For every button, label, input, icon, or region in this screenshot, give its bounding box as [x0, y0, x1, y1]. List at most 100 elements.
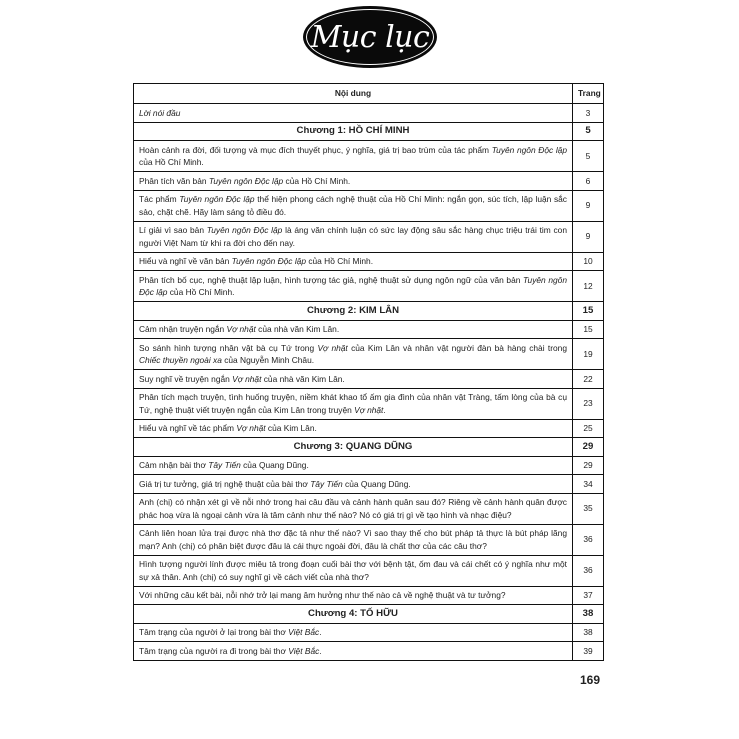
entry-title: Cảm nhận bài thơ Tây Tiến của Quang Dũng… — [133, 455, 573, 475]
entry-title: Hiểu và nghĩ về tác phẩm Vợ nhặt của Kim… — [133, 418, 573, 438]
page-ref: 15 — [572, 301, 604, 321]
toc-body: Lời nói đầu 3 Chương 1: HỒ CHÍ MINH 5 Hoàn c… — [133, 103, 604, 661]
entry-text: . — [319, 627, 322, 637]
entry-title: Lí giải vì sao bản Tuyên ngôn Độc lập là… — [133, 220, 573, 253]
entry-title: So sánh hình tượng nhân vật bà cụ Tứ tro… — [133, 338, 573, 370]
work-title: Vợ nhặt — [317, 342, 348, 353]
entry-title: Tâm trạng của người ra đi trong bài thơ … — [133, 641, 573, 661]
entry-text: của Hồ Chí Minh. — [283, 175, 351, 186]
page-ref: 37 — [572, 585, 604, 605]
entry-text: thể hiện phong cách nghệ thuật của Hồ Ch… — [139, 194, 567, 217]
entry-text: . — [319, 645, 322, 656]
work-title: Tây Tiến — [208, 460, 241, 470]
entry-title: Hiểu và nghĩ về văn bản Tuyên ngôn Độc l… — [133, 251, 573, 271]
page-ref: 10 — [572, 251, 604, 271]
entry-title: Cảm nhận truyện ngắn Vợ nhặt của nhà văn… — [133, 319, 573, 339]
entry-text: Anh (chị) có nhận xét gì về nỗi nhớ tron… — [139, 497, 567, 520]
entry-text: Hoàn cảnh ra đời, đối tượng và mục đích … — [139, 144, 492, 155]
entry-text: Hiểu và nghĩ về tác phẩm — [139, 423, 237, 433]
work-title: Vợ nhặt — [232, 373, 262, 384]
page-ref: 29 — [572, 437, 604, 457]
page-ref: 5 — [572, 121, 604, 141]
entry-title: Lời nói đầu — [133, 103, 573, 123]
table-row: Hiểu và nghĩ về tác phẩm Vợ nhặt của Kim… — [133, 418, 604, 438]
chapter-row: Chương 1: HỒ CHÍ MINH 5 — [133, 121, 604, 141]
entry-text: Tâm trạng của người ở lại trong bài thơ — [139, 627, 289, 637]
entry-text: Suy nghĩ về truyện ngắn — [139, 373, 233, 384]
work-title: Tây Tiến — [310, 478, 343, 489]
entry-text: Tâm trạng của người ra đi trong bài thơ — [139, 645, 289, 656]
work-title: Tuyên ngôn Độc lập — [179, 194, 255, 204]
page-ref: 25 — [572, 418, 604, 438]
page-content: Nội dung Trang Lời nói đầu 3 Chương 1: HỒ … — [133, 83, 604, 687]
entry-text: Giá trị tư tưởng, giá trị nghệ thuật của… — [139, 478, 311, 489]
entry-text: của Quang Dũng. — [342, 478, 411, 489]
table-row: Suy nghĩ về truyện ngắn Vợ nhặt của nhà … — [133, 369, 604, 389]
work-title: Tuyên ngôn Độc lập — [206, 225, 283, 235]
table-row: Lời nói đầu 3 — [133, 103, 604, 123]
table-row: Giá trị tư tưởng, giá trị nghệ thuật của… — [133, 474, 604, 494]
entry-text: Với những câu kết bài, nỗi nhớ trở lại m… — [139, 590, 506, 600]
table-row: Phân tích bố cục, nghệ thuật lập luận, h… — [133, 270, 604, 302]
chapter-row: Chương 2: KIM LÂN 15 — [133, 301, 604, 321]
entry-text: Chương 2: KIM LÂN — [306, 304, 400, 316]
entry-text: Phân tích bố cục, nghệ thuật lập luận, h… — [139, 274, 524, 285]
work-title: Vợ nhặt — [236, 423, 266, 433]
entry-title: Phân tích mạch truyện, tình huống truyện… — [133, 387, 573, 420]
page-ref: 22 — [572, 369, 604, 389]
entry-text: Chương 4: TỐ HỮU — [308, 607, 398, 619]
table-row: Cảm nhận bài thơ Tây Tiến của Quang Dũng… — [133, 455, 604, 475]
entry-text: Hiểu và nghĩ về văn bản — [139, 256, 232, 266]
table-row: Với những câu kết bài, nỗi nhớ trở lại m… — [133, 585, 604, 605]
chapter-row: Chương 3: QUANG DŨNG 29 — [133, 437, 604, 457]
entry-title: Phân tích văn bản Tuyên ngôn Độc lập của… — [133, 171, 573, 191]
entry-text: của nhà văn Kim Lân. — [255, 324, 340, 334]
entry-title: Hình tượng người lính được miêu tả trong… — [133, 554, 573, 587]
entry-text: của Hồ Chí Minh. — [139, 157, 204, 167]
chapter-title: Chương 2: KIM LÂN — [133, 301, 573, 321]
entry-text: Cảm nhận truyện ngắn — [139, 324, 227, 334]
work-title: Việt Bắc — [288, 627, 320, 637]
table-row: Hình tượng người lính được miêu tả trong… — [133, 554, 604, 587]
page-ref: 39 — [572, 641, 604, 661]
entry-text: Cảm nhận bài thơ — [139, 460, 209, 470]
entry-text: Lí giải vì sao bản — [139, 225, 207, 235]
entry-title: Với những câu kết bài, nỗi nhớ trở lại m… — [133, 585, 573, 605]
table-row: Tâm trạng của người ở lại trong bài thơ … — [133, 622, 604, 642]
table-row: Lí giải vì sao bản Tuyên ngôn Độc lập là… — [133, 220, 604, 253]
work-title: Tuyên ngôn Độc lập — [491, 144, 567, 155]
table-row: Tác phẩm Tuyên ngôn Độc lập thể hiện pho… — [133, 189, 604, 222]
page-ref: 34 — [572, 474, 604, 494]
entry-text: của nhà văn Kim Lân. — [261, 373, 345, 384]
entry-text: của Quang Dũng. — [240, 460, 309, 470]
column-header-page: Trang — [572, 83, 604, 104]
table-row: Cảm nhận truyện ngắn Vợ nhặt của nhà văn… — [133, 319, 604, 339]
chapter-title: Chương 3: QUANG DŨNG — [133, 437, 573, 457]
table-row: Anh (chị) có nhận xét gì về nỗi nhớ tron… — [133, 492, 604, 525]
entry-title: Tâm trạng của người ở lại trong bài thơ … — [133, 622, 573, 642]
entry-title: Hoàn cảnh ra đời, đối tượng và mục đích … — [133, 140, 573, 172]
page-ref: 23 — [572, 387, 604, 420]
entry-text: Chương 3: QUANG DŨNG — [293, 440, 413, 452]
page-ref: 15 — [572, 319, 604, 339]
entry-text: So sánh hình tượng nhân vật bà cụ Tứ tro… — [139, 342, 318, 353]
work-title: Tuyên ngôn Độc lập — [208, 175, 284, 186]
table-header-row: Nội dung Trang — [133, 83, 604, 104]
page-ref: 35 — [572, 492, 604, 525]
work-title: Chiếc thuyền ngoài xa — [139, 355, 222, 365]
entry-title: Cảnh liên hoan lửa trại được nhà thơ đặc… — [133, 523, 573, 556]
entry-title: Phân tích bố cục, nghệ thuật lập luận, h… — [133, 270, 573, 302]
table-row: Hiểu và nghĩ về văn bản Tuyên ngôn Độc l… — [133, 251, 604, 271]
page-ref: 36 — [572, 523, 604, 556]
entry-text: của Kim Lân. — [265, 423, 317, 433]
work-title: Vợ nhặt — [354, 404, 384, 415]
entry-text: Tác phẩm — [139, 194, 180, 204]
table-row: Phân tích mạch truyện, tình huống truyện… — [133, 387, 604, 420]
page-ref: 9 — [572, 189, 604, 222]
page-ref: 36 — [572, 554, 604, 587]
entry-text: Cảnh liên hoan lửa trại được nhà thơ đặc… — [139, 528, 567, 551]
entry-text: Hình tượng người lính được miêu tả trong… — [139, 559, 567, 582]
entry-title: Giá trị tư tưởng, giá trị nghệ thuật của… — [133, 474, 573, 494]
table-row: Phân tích văn bản Tuyên ngôn Độc lập của… — [133, 171, 604, 191]
table-row: Cảnh liên hoan lửa trại được nhà thơ đặc… — [133, 523, 604, 556]
